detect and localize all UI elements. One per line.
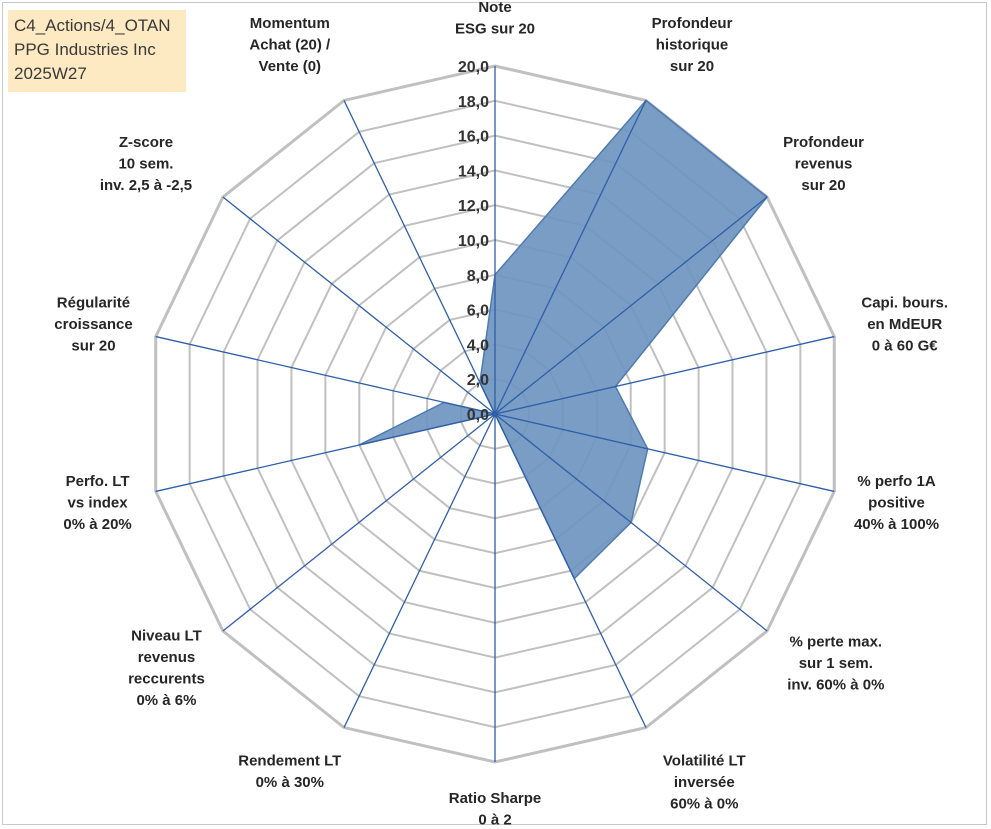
axis-label-line: Momentum: [250, 15, 330, 32]
axis-label-line: Vente (0): [259, 58, 322, 75]
axis-spoke: [494, 100, 647, 415]
axis-label-line: % perfo 1A: [857, 473, 936, 490]
axis-label: Note ESG sur 20: [455, 0, 535, 38]
axis-label-line: 40% à 100%: [854, 516, 939, 533]
axis-spoke: [494, 335, 835, 415]
axis-label-line: Ratio Sharpe: [449, 790, 542, 807]
tick-label: 20,0: [458, 59, 489, 76]
axis-spoke: [494, 413, 768, 632]
axis-spoke: [494, 413, 647, 728]
axis-label-line: revenus: [795, 155, 853, 172]
axis-label: % perfo 1A positive 40% à 100%: [854, 473, 939, 533]
axis-label: Z-score 10 sem. inv. 2,5 à -2,5: [100, 134, 192, 194]
axis-label: Momentum Achat (20) / Vente (0): [249, 15, 331, 75]
axis-label-line: ESG sur 20: [455, 21, 535, 38]
axis-label-line: inversée: [674, 774, 735, 791]
axis-spoke: [155, 335, 496, 415]
tick-label: 2,0: [467, 372, 489, 389]
axis-label-line: Niveau LT: [131, 627, 202, 644]
axis-label-line: Note: [478, 0, 511, 16]
axis-label-line: 10 sem.: [118, 155, 173, 172]
axis-label-line: croissance: [54, 316, 132, 333]
axis-label: Régularité croissance sur 20: [54, 295, 132, 355]
tick-label: 8,0: [467, 268, 489, 285]
axis-label-line: Z-score: [119, 134, 173, 151]
axis-label-line: Rendement LT: [238, 753, 341, 770]
info-week: 2025W27: [14, 64, 87, 83]
tick-label: 0,0: [467, 407, 489, 424]
axis-label-line: vs index: [68, 494, 129, 511]
axis-label-line: % perte max.: [790, 634, 883, 651]
axis-label: Capi. bours. en MdEUR 0 à 60 G€: [861, 295, 948, 355]
axis-label-line: 0% à 30%: [256, 774, 324, 791]
axis-label-line: sur 1 sem.: [799, 655, 873, 672]
info-box: C4_Actions/4_OTAN PPG Industries Inc 202…: [8, 10, 186, 92]
axis-label-line: revenus: [138, 649, 196, 666]
tick-label: 16,0: [458, 129, 489, 146]
axis-label-line: Profondeur: [783, 134, 864, 151]
axis-label-line: 0% à 20%: [63, 516, 131, 533]
axis-label-line: Capi. bours.: [861, 295, 948, 312]
axis-label: % perte max. sur 1 sem. inv. 60% à 0%: [787, 634, 884, 694]
axis-spoke: [222, 196, 496, 415]
axis-label: Volatilité LT inversée 60% à 0%: [663, 753, 746, 813]
axis-label-line: Perfo. LT: [66, 473, 130, 490]
axis-spoke: [222, 413, 496, 632]
tick-label: 10,0: [458, 233, 489, 250]
axis-label-line: 0 à 60 G€: [872, 338, 939, 355]
axis-label-line: 0% à 6%: [136, 692, 196, 709]
axis-label-line: Régularité: [57, 295, 130, 312]
axis-label-line: historique: [656, 36, 729, 53]
axis-label-line: sur 20: [670, 58, 714, 75]
axis-spoke: [494, 413, 835, 493]
axis-label-line: 0 à 2: [478, 812, 511, 829]
axis-label: Niveau LT revenus reccurents 0% à 6%: [128, 627, 205, 709]
axis-label-line: en MdEUR: [867, 316, 942, 333]
axis-spoke: [494, 196, 768, 415]
axis-label-line: reccurents: [128, 670, 205, 687]
data-area: [358, 99, 769, 580]
tick-label: 18,0: [458, 94, 489, 111]
axis-label-line: Volatilité LT: [663, 753, 746, 770]
axis-label-line: sur 20: [801, 177, 845, 194]
tick-label: 14,0: [458, 163, 489, 180]
axis-label: Profondeur historique sur 20: [652, 15, 733, 75]
info-category: C4_Actions/4_OTAN: [14, 16, 171, 35]
axis-spoke: [343, 413, 496, 728]
axis-label: Profondeur revenus sur 20: [783, 134, 864, 194]
axis-label-line: inv. 60% à 0%: [787, 677, 884, 694]
axis-label-line: positive: [868, 494, 925, 511]
info-company: PPG Industries Inc: [14, 40, 156, 59]
axis-label-line: 60% à 0%: [670, 796, 738, 813]
axis-label-line: Profondeur: [652, 15, 733, 32]
axis-spoke: [155, 413, 496, 493]
axis-label: Rendement LT 0% à 30%: [238, 753, 341, 792]
axis-label: Perfo. LT vs index 0% à 20%: [63, 473, 131, 533]
tick-label: 12,0: [458, 198, 489, 215]
tick-label: 4,0: [467, 337, 489, 354]
axis-label-line: inv. 2,5 à -2,5: [100, 177, 192, 194]
tick-label: 6,0: [467, 303, 489, 320]
axis-label-line: sur 20: [71, 338, 115, 355]
axis-label: Ratio Sharpe 0 à 2: [449, 790, 542, 829]
axis-spoke: [343, 100, 496, 415]
axis-label-line: Achat (20) /: [249, 36, 331, 53]
